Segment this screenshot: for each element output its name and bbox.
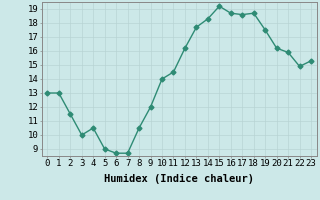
- X-axis label: Humidex (Indice chaleur): Humidex (Indice chaleur): [104, 174, 254, 184]
